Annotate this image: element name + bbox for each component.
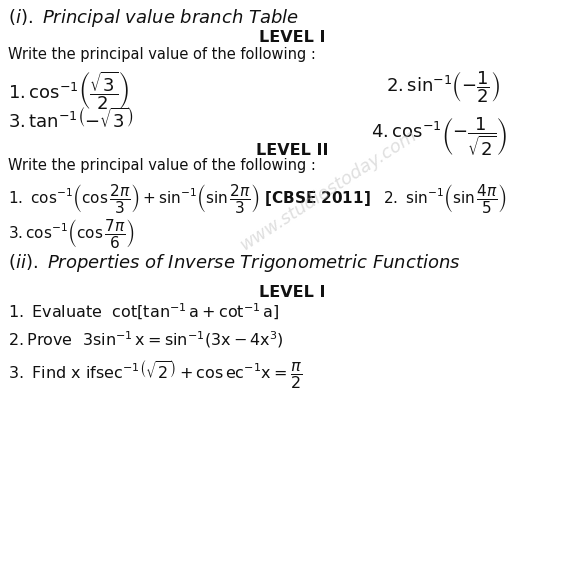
Text: Write the principal value of the following :: Write the principal value of the followi…	[8, 158, 316, 173]
Text: $1.\ \cos^{-1}\!\left(\cos\dfrac{2\pi}{3}\right)+\sin^{-1}\!\left(\sin\dfrac{2\p: $1.\ \cos^{-1}\!\left(\cos\dfrac{2\pi}{3…	[8, 182, 371, 215]
Text: $3.\cos^{-1}\!\left(\cos\dfrac{7\pi}{6}\right)$: $3.\cos^{-1}\!\left(\cos\dfrac{7\pi}{6}\…	[8, 217, 135, 250]
Text: $4.\cos^{-1}\!\left(-\dfrac{1}{\sqrt{2}}\right)$: $4.\cos^{-1}\!\left(-\dfrac{1}{\sqrt{2}}…	[371, 115, 507, 158]
Text: $2.\sin^{-1}\!\left(-\dfrac{1}{2}\right)$: $2.\sin^{-1}\!\left(-\dfrac{1}{2}\right)…	[386, 69, 500, 105]
Text: LEVEL I: LEVEL I	[259, 30, 326, 45]
Text: Write the principal value of the following :: Write the principal value of the followi…	[8, 47, 316, 62]
Text: $3.\ \mathrm{Find\ x\ if}\sec^{-1}\!\left(\sqrt{2}\right)+\cos\mathrm{ec}^{-1}\m: $3.\ \mathrm{Find\ x\ if}\sec^{-1}\!\lef…	[8, 359, 302, 391]
Text: LEVEL I: LEVEL I	[259, 285, 326, 300]
Text: LEVEL II: LEVEL II	[256, 143, 329, 158]
Text: $2.\ \sin^{-1}\!\left(\sin\dfrac{4\pi}{5}\right)$: $2.\ \sin^{-1}\!\left(\sin\dfrac{4\pi}{5…	[383, 182, 507, 215]
Text: $3.\tan^{-1}\!\left(-\sqrt{3}\right)$: $3.\tan^{-1}\!\left(-\sqrt{3}\right)$	[8, 107, 133, 132]
Text: $1.\cos^{-1}\!\left(\dfrac{\sqrt{3}}{2}\right)$: $1.\cos^{-1}\!\left(\dfrac{\sqrt{3}}{2}\…	[8, 69, 129, 112]
Text: $\mathit{(ii).\ Properties\ of\ Inverse\ Trigonometric\ Functions}$: $\mathit{(ii).\ Properties\ of\ Inverse\…	[8, 252, 460, 274]
Text: www.studiestoday.com: www.studiestoday.com	[236, 126, 420, 254]
Text: $(i).\ \mathit{Principal\ value\ branch\ Table}$: $(i).\ \mathit{Principal\ value\ branch\…	[8, 7, 299, 29]
Text: $2.\mathrm{Prove}\ \ 3\sin^{-1}\mathrm{x}=\sin^{-1}\!\left(3\mathrm{x}-4\mathrm{: $2.\mathrm{Prove}\ \ 3\sin^{-1}\mathrm{x…	[8, 329, 284, 350]
Text: $1.\ \mathrm{Evaluate}\ \ \cot[\tan^{-1}\mathrm{a}+\cot^{-1}\mathrm{a}]$: $1.\ \mathrm{Evaluate}\ \ \cot[\tan^{-1}…	[8, 302, 279, 322]
